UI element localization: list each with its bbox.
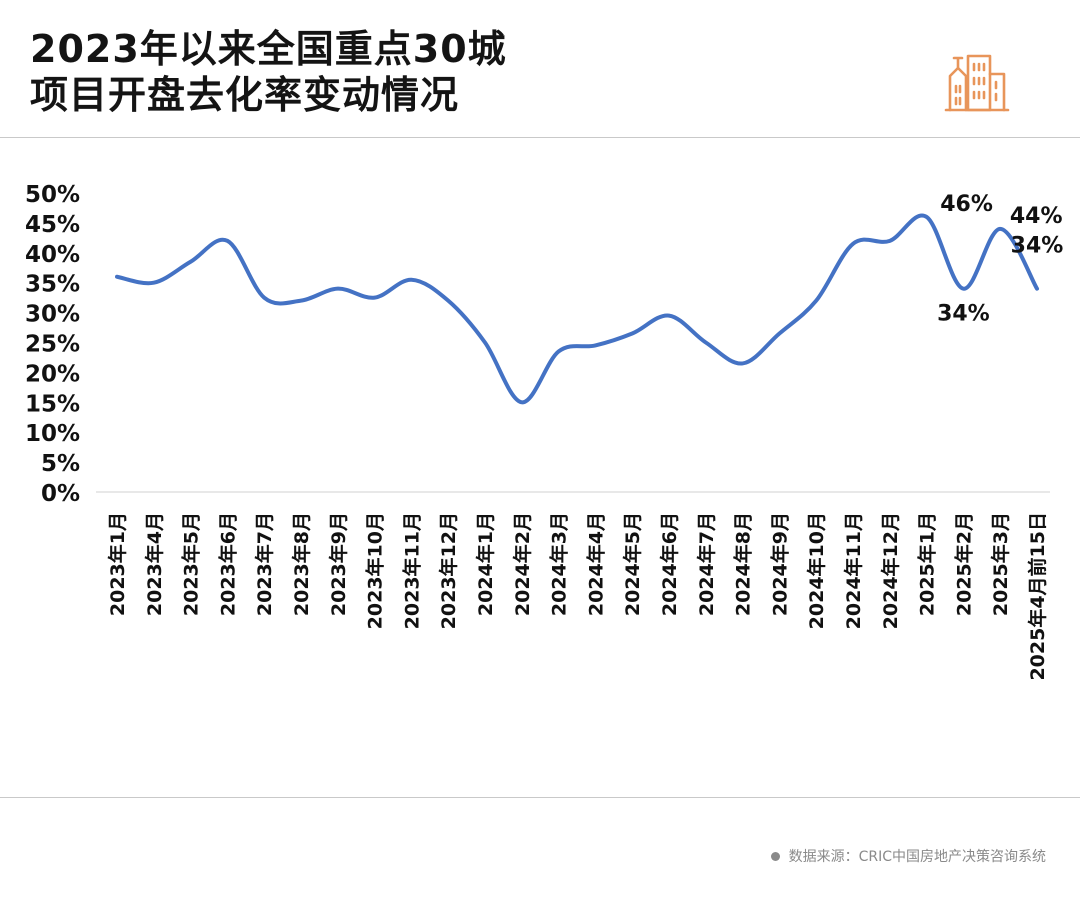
- data-label: 44%: [1010, 204, 1063, 229]
- data-label: 46%: [940, 192, 993, 217]
- x-tick-label: 2024年11月: [842, 512, 865, 629]
- y-tick-label: 5%: [41, 451, 80, 477]
- x-tick-label: 2024年5月: [621, 512, 644, 616]
- series-line: [115, 213, 1039, 405]
- x-axis-ticks: 2023年1月 2023年4月 2023年5月 2023年6月 2023年7月 2023年…: [106, 512, 1049, 681]
- y-tick-label: 0%: [41, 481, 80, 507]
- x-tick-label: 2023年11月: [400, 512, 423, 629]
- y-tick-label: 35%: [25, 272, 80, 298]
- y-tick-label: 40%: [25, 242, 80, 268]
- x-tick-label: 2024年1月: [474, 512, 497, 616]
- x-tick-label: 2024年12月: [879, 512, 902, 629]
- y-tick-label: 20%: [25, 361, 80, 387]
- x-tick-label: 2024年6月: [658, 512, 681, 616]
- page-title-line-2: 项目开盘去化率变动情况: [30, 73, 460, 117]
- data-label: 34%: [937, 302, 990, 327]
- x-tick-label: 2024年8月: [732, 512, 755, 616]
- x-tick-label: 2024年10月: [805, 512, 828, 629]
- y-tick-label: 25%: [25, 332, 80, 358]
- y-tick-label: 10%: [25, 421, 80, 447]
- page-title-line-1: 2023年以来全国重点30城: [30, 27, 507, 71]
- x-tick-label: 2025年1月: [916, 512, 939, 616]
- x-tick-label: 2023年9月: [327, 512, 350, 616]
- line-chart: 0%5%10%15%20%25%30%35%40%45%50% 2023年1月 2…: [25, 182, 1063, 681]
- footer-divider: [0, 797, 1080, 798]
- y-tick-label: 30%: [25, 302, 80, 328]
- x-tick-label: 2023年8月: [290, 512, 313, 616]
- data-label: 34%: [1011, 234, 1064, 259]
- x-tick-label: 2024年3月: [548, 512, 571, 616]
- city-buildings-icon: [944, 54, 1010, 112]
- x-tick-label: 2024年9月: [768, 512, 791, 616]
- x-tick-label: 2023年10月: [364, 512, 387, 629]
- y-tick-label: 50%: [25, 182, 80, 208]
- x-tick-label: 2024年2月: [511, 512, 534, 616]
- x-tick-label: 2024年7月: [695, 512, 718, 616]
- y-axis-ticks: 0% 5% 10% 15% 20% 25% 30% 35% 40% 45% 50%: [25, 182, 80, 507]
- x-tick-label: 2023年5月: [180, 512, 203, 616]
- x-tick-label: 2025年2月: [952, 512, 975, 616]
- x-tick-label: 2024年4月: [584, 512, 607, 616]
- x-tick-label: 2023年4月: [143, 512, 166, 616]
- x-tick-label: 2023年1月: [106, 512, 129, 616]
- x-tick-label: 2023年7月: [253, 512, 276, 616]
- y-tick-label: 15%: [25, 391, 80, 417]
- data-labels: 46% 34% 44% 34%: [937, 192, 1063, 327]
- x-tick-label: 2025年3月: [989, 512, 1012, 616]
- header-divider: [0, 137, 1080, 138]
- source-text: 数据来源：CRIC中国房地产决策咨询系统: [788, 849, 1046, 865]
- x-tick-label: 2023年12月: [437, 512, 460, 629]
- x-tick-label: 2023年6月: [216, 512, 239, 616]
- y-tick-label: 45%: [25, 212, 80, 238]
- source-note: 数据来源：CRIC中国房地产决策咨询系统: [770, 846, 1046, 866]
- title-block: 2023年以来全国重点30城 项目开盘去化率变动情况: [30, 26, 507, 118]
- bullet-dot-icon: [770, 851, 780, 861]
- x-tick-label: 2025年4月前15日: [1026, 512, 1049, 681]
